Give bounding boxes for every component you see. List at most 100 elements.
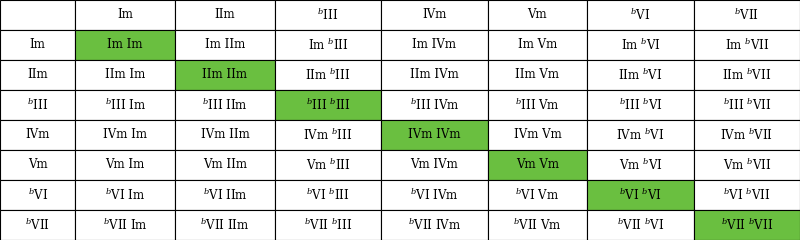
Text: $^b$VII: $^b$VII [734, 7, 759, 23]
Text: Im: Im [118, 8, 133, 22]
Text: IIm: IIm [27, 68, 48, 82]
Bar [381, 90, 487, 120]
Text: $^b$VII: $^b$VII [26, 217, 50, 233]
Bar [175, 150, 274, 180]
Bar [487, 180, 587, 210]
Text: IIm Vm: IIm Vm [515, 68, 559, 82]
Bar [0, 210, 75, 240]
Bar [694, 90, 800, 120]
Bar [587, 90, 694, 120]
Text: $^b$III $^b$III: $^b$III $^b$III [306, 97, 350, 113]
Bar [694, 60, 800, 90]
Bar [694, 180, 800, 210]
Bar [175, 60, 274, 90]
Bar [587, 120, 694, 150]
Bar [694, 30, 800, 60]
Text: Vm $^b$III: Vm $^b$III [306, 157, 350, 173]
Bar [75, 150, 175, 180]
Bar [381, 0, 487, 30]
Text: Vm IVm: Vm IVm [410, 158, 458, 172]
Bar [487, 0, 587, 30]
Text: IVm IVm: IVm IVm [408, 128, 461, 142]
Text: Im $^b$III: Im $^b$III [308, 37, 348, 53]
Text: $^b$VI: $^b$VI [27, 187, 48, 203]
Bar [0, 150, 75, 180]
Bar [381, 150, 487, 180]
Text: $^b$VII IVm: $^b$VII IVm [408, 217, 461, 233]
Text: IIm IVm: IIm IVm [410, 68, 458, 82]
Bar [274, 90, 381, 120]
Bar [175, 90, 274, 120]
Text: IIm Im: IIm Im [105, 68, 146, 82]
Text: Vm $^b$VI: Vm $^b$VI [618, 157, 662, 173]
Text: Im Vm: Im Vm [518, 38, 557, 52]
Bar [274, 150, 381, 180]
Text: Vm Vm: Vm Vm [516, 158, 559, 172]
Bar [0, 180, 75, 210]
Bar [175, 30, 274, 60]
Text: Im: Im [30, 38, 46, 52]
Bar [274, 30, 381, 60]
Bar [381, 180, 487, 210]
Text: IVm $^b$III: IVm $^b$III [303, 127, 353, 143]
Text: IVm IIm: IVm IIm [201, 128, 250, 142]
Text: $^b$VI IVm: $^b$VI IVm [410, 187, 458, 203]
Text: $^b$VII $^b$III: $^b$VII $^b$III [304, 217, 352, 233]
Text: IVm $^b$VI: IVm $^b$VI [616, 127, 665, 143]
Bar [587, 210, 694, 240]
Bar [381, 210, 487, 240]
Bar [587, 30, 694, 60]
Text: IIm $^b$VI: IIm $^b$VI [618, 67, 662, 83]
Text: Vm Im: Vm Im [106, 158, 145, 172]
Text: IIm: IIm [214, 8, 235, 22]
Bar [75, 0, 175, 30]
Text: Im $^b$VII: Im $^b$VII [725, 37, 769, 53]
Text: $^b$VI: $^b$VI [630, 7, 650, 23]
Text: Im Im: Im Im [107, 38, 143, 52]
Bar [381, 60, 487, 90]
Bar [175, 0, 274, 30]
Text: IVm: IVm [422, 8, 446, 22]
Bar [175, 180, 274, 210]
Text: $^b$III IVm: $^b$III IVm [410, 97, 459, 113]
Bar [487, 150, 587, 180]
Text: Im $^b$VI: Im $^b$VI [621, 37, 660, 53]
Text: Vm $^b$VII: Vm $^b$VII [722, 157, 771, 173]
Bar [274, 0, 381, 30]
Bar [487, 90, 587, 120]
Bar [694, 0, 800, 30]
Text: IVm Vm: IVm Vm [514, 128, 562, 142]
Text: $^b$VII IIm: $^b$VII IIm [200, 217, 250, 233]
Text: $^b$VII $^b$VI: $^b$VII $^b$VI [617, 217, 664, 233]
Bar [587, 60, 694, 90]
Text: IIm $^b$III: IIm $^b$III [306, 67, 350, 83]
Text: Vm: Vm [527, 8, 547, 22]
Text: Vm IIm: Vm IIm [203, 158, 247, 172]
Bar [381, 30, 487, 60]
Bar [587, 0, 694, 30]
Bar [587, 180, 694, 210]
Bar [694, 120, 800, 150]
Text: Vm: Vm [28, 158, 47, 172]
Bar [487, 30, 587, 60]
Bar [75, 60, 175, 90]
Bar [694, 150, 800, 180]
Text: $^b$VI $^b$VII: $^b$VI $^b$VII [723, 187, 770, 203]
Text: IVm: IVm [26, 128, 50, 142]
Bar [487, 60, 587, 90]
Bar [274, 60, 381, 90]
Bar [274, 120, 381, 150]
Bar [0, 30, 75, 60]
Bar [587, 150, 694, 180]
Bar [75, 180, 175, 210]
Text: $^b$III: $^b$III [27, 97, 48, 113]
Text: $^b$VI $^b$III: $^b$VI $^b$III [306, 187, 350, 203]
Bar [75, 30, 175, 60]
Text: $^b$III Im: $^b$III Im [105, 97, 146, 113]
Bar [75, 120, 175, 150]
Bar [487, 120, 587, 150]
Bar [0, 120, 75, 150]
Bar [0, 90, 75, 120]
Bar [274, 210, 381, 240]
Text: IIm $^b$VII: IIm $^b$VII [722, 67, 771, 83]
